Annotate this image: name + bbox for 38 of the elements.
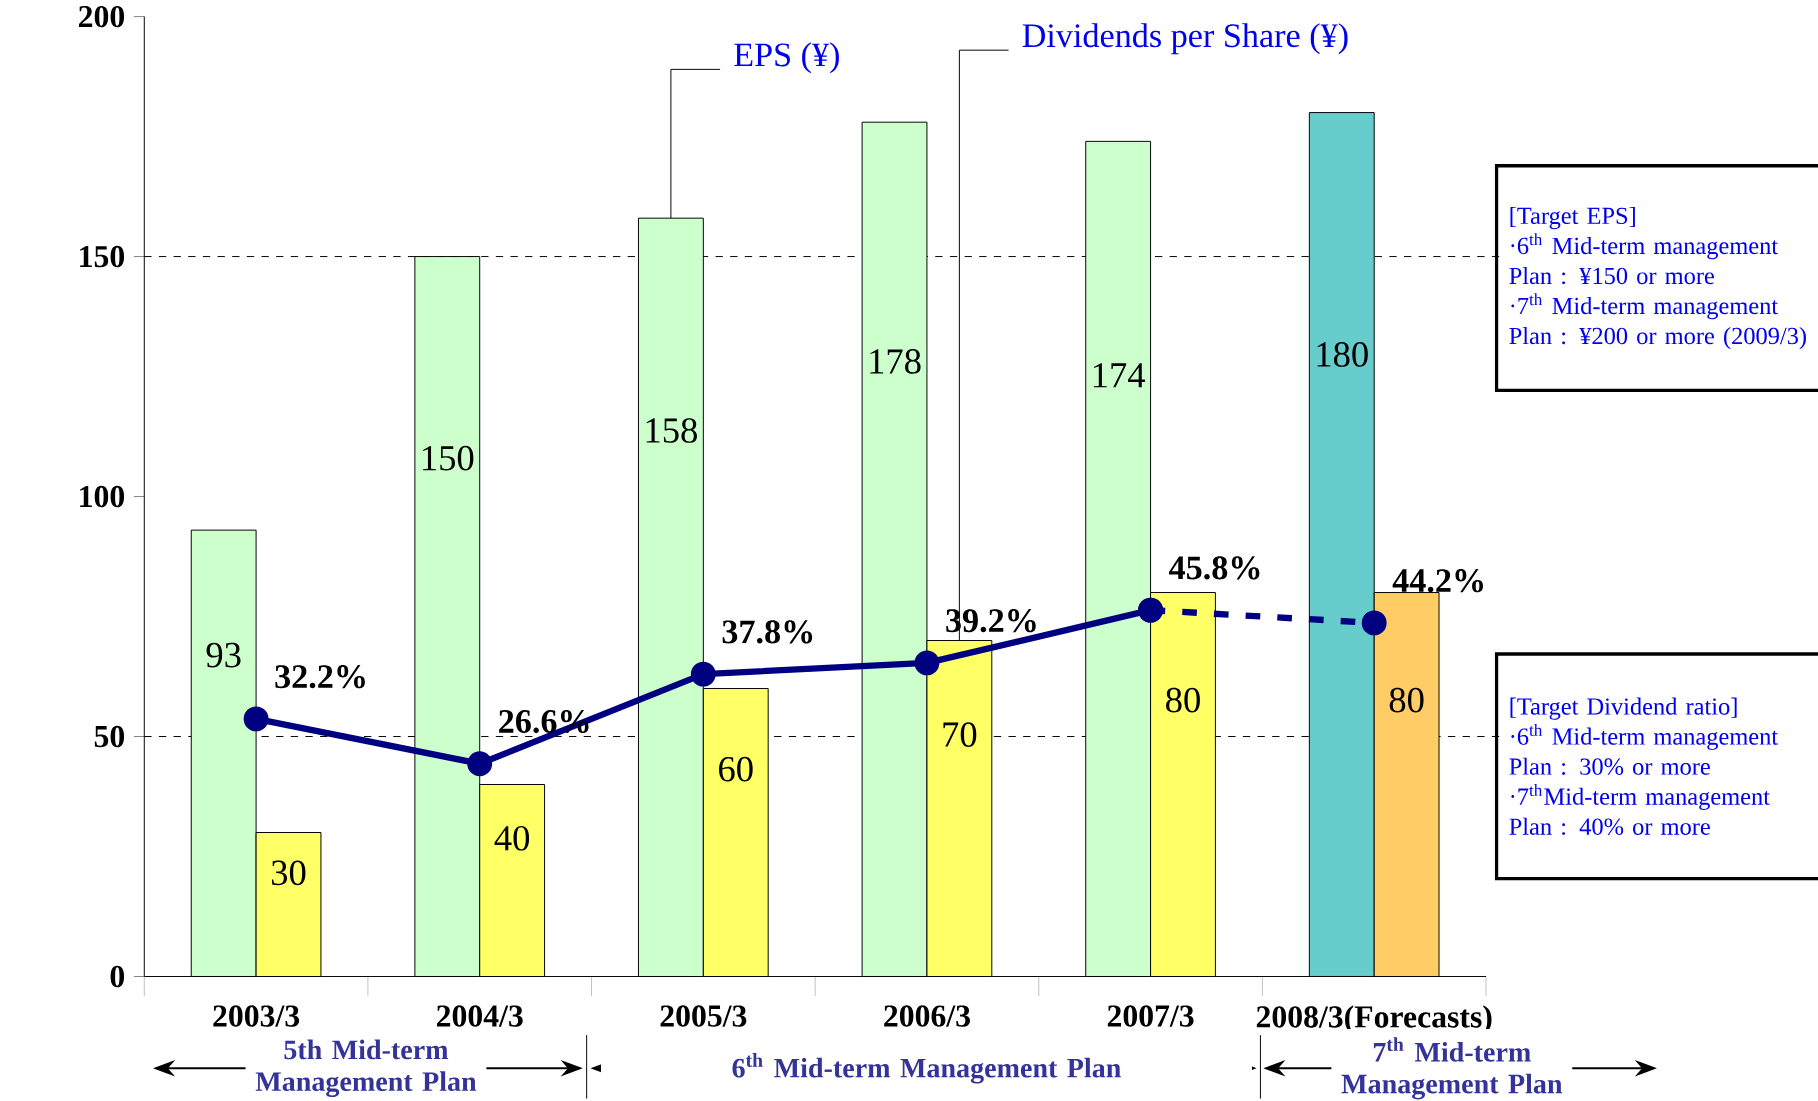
x-tick-label: 2003/3 (213, 1005, 300, 1027)
data-label: 40 (494, 825, 530, 851)
data-label: 37.8% (722, 620, 813, 644)
text: ·6$^{th}$ Mid-term management Plan : ¥150 or more (1509, 232, 1779, 285)
text: ·7$^{th}$Mid-term management Plan : 40% or more (1509, 783, 1770, 835)
text: 6$^{th}$ Mid-term Management Plan (732, 1052, 1121, 1084)
data-label: 45.8% (1169, 556, 1260, 580)
data-label: 80 (1389, 687, 1424, 713)
y-tick-label: 200 (78, 5, 125, 28)
data-label: 174 (1093, 362, 1146, 388)
text: 5th Mid-term Management Plan (255, 1039, 477, 1097)
y-tick-label: 100 (80, 485, 125, 508)
text: [Target Dividend ratio] (1510, 697, 1737, 720)
x-tick-label: 2008/3(Forecasts) (1256, 1005, 1492, 1034)
x-tick-label: 2005/3 (660, 1005, 747, 1027)
x-tick-label: 2007/3 (1107, 1005, 1194, 1027)
data-label: 150 (423, 445, 474, 471)
data-label: 180 (1317, 341, 1368, 367)
data-label: 60 (719, 756, 753, 782)
data-label: 178 (870, 348, 921, 374)
text: Dividends per Share (¥) (1022, 22, 1348, 54)
series-label: EPS (¥) (734, 42, 839, 74)
data-label: 44.2% (1392, 568, 1483, 593)
data-label: 32.2% (275, 664, 365, 689)
y-tick-label: 0 (110, 965, 125, 987)
data-label: 30 (271, 860, 306, 885)
y-tick-label: 150 (80, 245, 125, 268)
data-label: 80 (1166, 687, 1200, 713)
text: [Target EPS] (1510, 206, 1635, 229)
y-tick-label: 50 (94, 725, 125, 747)
x-tick-label: 2004/3 (436, 1005, 523, 1027)
x-tick-label: 2006/3 (884, 1005, 970, 1027)
text: ·7$^{th}$ Mid-term management Plan : ¥200 or more (2009/3) (1509, 293, 1806, 349)
data-label: 158 (646, 417, 697, 443)
data-label: 70 (943, 722, 977, 747)
text: ·6$^{th}$ Mid-term management Plan : 30% or more (1509, 723, 1779, 775)
text: 7$^{th}$ Mid-term Management Plan (1341, 1036, 1563, 1100)
data-label: 93 (206, 642, 241, 668)
